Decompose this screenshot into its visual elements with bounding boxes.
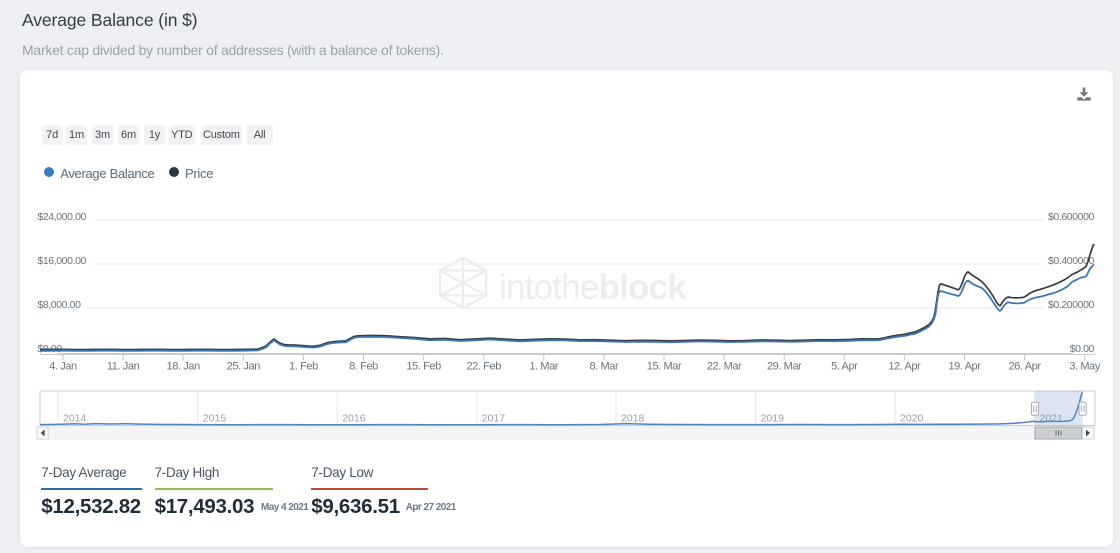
svg-text:$16,000.00: $16,000.00 xyxy=(37,255,86,267)
svg-text:19. Apr: 19. Apr xyxy=(948,361,981,373)
svg-text:$0.00: $0.00 xyxy=(1070,343,1095,355)
svg-text:$8,000.00: $8,000.00 xyxy=(37,299,81,311)
svg-text:1. Feb: 1. Feb xyxy=(289,361,318,373)
svg-text:29. Mar: 29. Mar xyxy=(767,361,802,373)
svg-text:2019: 2019 xyxy=(761,413,785,425)
svg-text:25. Jan: 25. Jan xyxy=(227,361,261,373)
svg-text:$0.400000: $0.400000 xyxy=(1048,255,1095,267)
svg-text:12. Apr: 12. Apr xyxy=(888,361,921,373)
svg-text:$0.200000: $0.200000 xyxy=(1048,299,1095,311)
svg-text:4. Jan: 4. Jan xyxy=(49,361,77,373)
svg-text:2017: 2017 xyxy=(482,413,506,425)
svg-text:2014: 2014 xyxy=(63,413,87,425)
svg-text:1. Mar: 1. Mar xyxy=(529,361,559,373)
svg-text:15. Feb: 15. Feb xyxy=(406,361,441,373)
svg-text:$0.600000: $0.600000 xyxy=(1048,211,1095,223)
svg-text:2018: 2018 xyxy=(621,413,645,425)
svg-text:$24,000.00: $24,000.00 xyxy=(37,211,86,223)
svg-text:2016: 2016 xyxy=(342,413,366,425)
svg-text:18. Jan: 18. Jan xyxy=(167,361,201,373)
svg-text:22. Feb: 22. Feb xyxy=(466,361,501,373)
svg-text:11. Jan: 11. Jan xyxy=(107,361,140,373)
svg-text:15. Mar: 15. Mar xyxy=(647,361,682,373)
svg-text:2015: 2015 xyxy=(203,413,227,425)
svg-text:26. Apr: 26. Apr xyxy=(1009,361,1042,373)
svg-text:3. May: 3. May xyxy=(1069,361,1101,373)
svg-text:5. Apr: 5. Apr xyxy=(831,361,858,373)
svg-text:2020: 2020 xyxy=(900,413,924,425)
svg-text:intotheblock: intotheblock xyxy=(499,268,687,307)
svg-text:8. Feb: 8. Feb xyxy=(349,361,378,373)
svg-text:22. Mar: 22. Mar xyxy=(707,361,742,373)
svg-text:8. Mar: 8. Mar xyxy=(590,361,620,373)
